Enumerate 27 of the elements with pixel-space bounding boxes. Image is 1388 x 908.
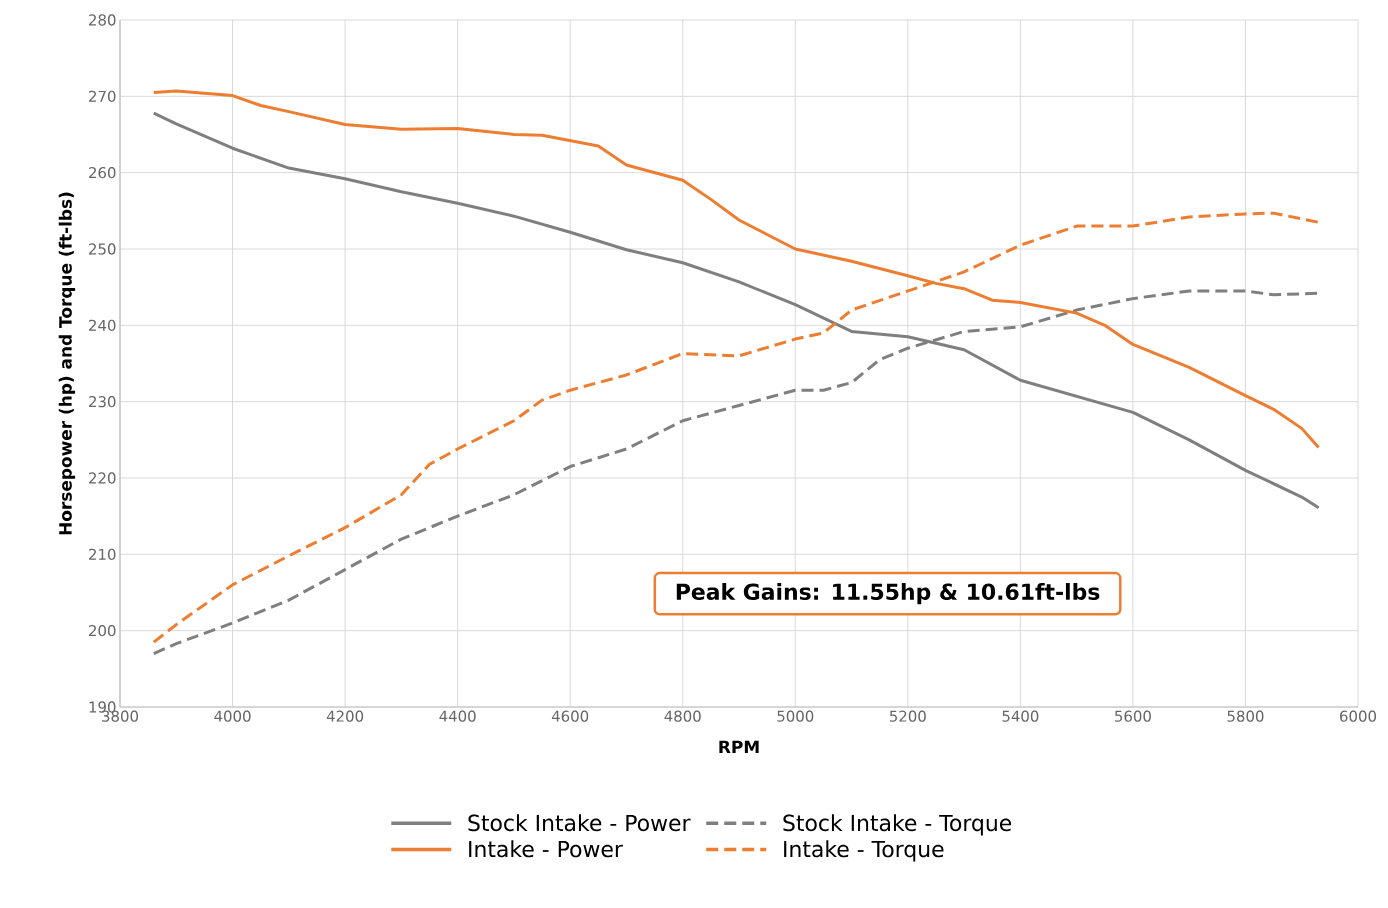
y-tick-label: 230 [89, 396, 116, 408]
legend-label: Stock Intake - Torque [783, 814, 1012, 836]
x-tick-label: 5200 [889, 710, 926, 722]
x-tick-label: 5400 [1002, 710, 1039, 722]
y-tick-label: 250 [89, 243, 116, 255]
x-tick-label: 5600 [1115, 710, 1151, 722]
legend-label: Intake - Power [469, 840, 623, 858]
y-axis-title: Horsepower (hp) and Torque (ft-lbs) [58, 192, 76, 535]
y-tick-label: 220 [89, 472, 116, 484]
y-tick-label: 260 [89, 167, 116, 179]
x-tick-label: 4600 [551, 710, 589, 722]
y-tick-label: 240 [89, 319, 116, 331]
legend-label: Stock Intake - Power [468, 814, 691, 832]
x-tick-label: 5000 [777, 710, 814, 722]
x-tick-label: 5800 [1227, 710, 1264, 722]
x-tick-label: 6000 [1340, 710, 1377, 722]
x-tick-label: 4800 [664, 710, 701, 722]
annotation: Peak Gains: 11.55hp & 10.61ft-lbs [676, 583, 1100, 605]
x-tick-label: 4400 [439, 710, 476, 722]
y-tick-label: 200 [89, 625, 116, 637]
x-tick-label: 4000 [214, 710, 251, 722]
y-tick-label: 280 [89, 14, 116, 26]
y-tick-label: 210 [89, 548, 116, 560]
x-axis-title: RPM [719, 740, 759, 754]
x-tick-label: 4200 [326, 710, 364, 722]
legend-label: Intake - Torque [784, 840, 944, 862]
y-tick-label: 270 [89, 90, 116, 102]
